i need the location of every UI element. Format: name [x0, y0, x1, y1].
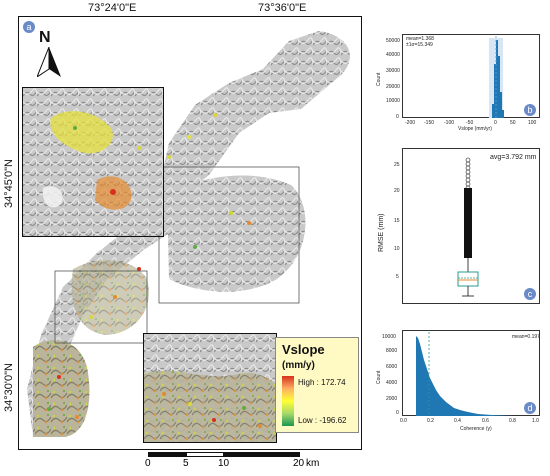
lon-label-1: 73°24'0"E — [88, 2, 137, 14]
hist-b-xtick-0: -200 — [405, 120, 416, 126]
hist-d-xtick-0: 0.0 — [400, 418, 407, 424]
hist-d-ytick-4: 2000 — [386, 396, 398, 402]
box-c-ytick-4: 5 — [396, 274, 399, 280]
lat-label-2: 34°30'0"N — [3, 363, 15, 412]
hist-d-xtick-4: 0.8 — [509, 418, 516, 424]
inset-top — [22, 87, 164, 237]
box-c-plot — [457, 157, 479, 297]
hist-b-xlabel: Vslope (mm/yr) — [458, 126, 492, 132]
hist-b-ytick-3: 20000 — [386, 84, 400, 90]
hist-b-panel-label: b — [524, 104, 536, 116]
hist-d-ytick-5: 0 — [396, 410, 399, 416]
map-panel: a N Vslope (mm/y) High : 172.74 Low : -1… — [18, 16, 362, 450]
legend-title: Vslope — [282, 342, 325, 357]
hist-d-ytick-3: 4000 — [386, 380, 398, 386]
box-c-ytick-0: 25 — [394, 162, 400, 168]
histogram-coherence-panel: mean=0.197 10000 8000 6000 4000 2000 0 C… — [372, 326, 544, 436]
hist-b-ytick-5: 0 — [396, 114, 399, 120]
hist-b-ytick-0: 50000 — [386, 38, 400, 44]
legend-color-ramp — [282, 376, 294, 426]
hist-d-xtick-3: 0.6 — [482, 418, 489, 424]
legend-low: Low : -196.62 — [298, 416, 347, 425]
histogram-vslope-panel: mean=1.368 ±1σ=15.349 50000 40000 30000 … — [372, 30, 544, 132]
hist-d-ytick-1: 8000 — [386, 348, 398, 354]
box-c-ytick-2: 15 — [394, 218, 400, 224]
boxplot-rmse-panel: avg=3.792 mm 25 20 15 10 5 RMSE (mm) c — [372, 148, 544, 306]
scale-tick-20: 20 — [293, 458, 305, 469]
hist-b-ytick-2: 30000 — [386, 68, 400, 74]
scale-tick-10: 10 — [218, 458, 230, 469]
box-c-ytick-1: 20 — [394, 188, 400, 194]
hist-d-xtick-5: 1.0 — [532, 418, 539, 424]
map-panel-label: a — [23, 21, 35, 33]
hist-d-panel-label: d — [524, 402, 536, 414]
inset-bottom — [143, 333, 277, 443]
hist-b-xtick-1: -150 — [424, 120, 435, 126]
legend-box: Vslope (mm/y) High : 172.74 Low : -196.6… — [275, 337, 359, 433]
hist-b-xtick-6: 100 — [528, 120, 537, 126]
hist-d-xlabel: Coherence (γ) — [460, 426, 492, 432]
hist-d-xtick-1: 0.2 — [427, 418, 434, 424]
hist-b-xtick-3: -50 — [466, 120, 474, 126]
box-c-annotation: avg=3.792 mm — [490, 154, 537, 161]
hist-d-ytick-2: 6000 — [386, 364, 398, 370]
north-arrow-icon — [37, 47, 61, 77]
legend-high: High : 172.74 — [298, 378, 346, 387]
extent-box-lower — [54, 270, 148, 344]
hist-b-ylabel: Count — [376, 72, 382, 86]
hist-d-ylabel: Count — [376, 370, 382, 384]
box-c-ytick-3: 10 — [394, 246, 400, 252]
scale-tick-0: 0 — [145, 458, 151, 469]
hist-b-stats-1: mean=1.368 — [406, 36, 434, 42]
hist-d-ytick-0: 10000 — [382, 334, 396, 340]
hist-d-xtick-2: 0.4 — [454, 418, 461, 424]
north-label: N — [39, 29, 51, 46]
hist-d-stats: mean=0.197 — [512, 334, 540, 340]
hist-b-ytick-1: 40000 — [386, 52, 400, 58]
hist-d-bars — [416, 332, 512, 416]
north-arrow: N — [31, 29, 67, 79]
legend-unit: (mm/y) — [282, 360, 315, 371]
lon-label-2: 73°36'0"E — [258, 2, 307, 14]
lat-label-1: 34°45'0"N — [3, 159, 15, 208]
hist-b-bars — [489, 36, 504, 118]
velocity-points — [47, 113, 251, 419]
hist-b-frame — [402, 34, 540, 118]
hist-b-ytick-4: 10000 — [386, 98, 400, 104]
hillshade-map — [27, 31, 350, 437]
scale-bar: 0 5 10 20 km — [145, 452, 320, 474]
scale-tick-5: 5 — [183, 458, 189, 469]
hist-b-xtick-2: -100 — [444, 120, 455, 126]
hist-b-xtick-5: 50 — [510, 120, 516, 126]
hist-b-stats-2: ±1σ=15.349 — [406, 42, 433, 48]
hist-b-xtick-4: 0 — [494, 120, 497, 126]
scale-unit: km — [306, 458, 320, 469]
box-c-panel-label: c — [524, 288, 536, 300]
box-c-ylabel: RMSE (mm) — [378, 213, 385, 253]
